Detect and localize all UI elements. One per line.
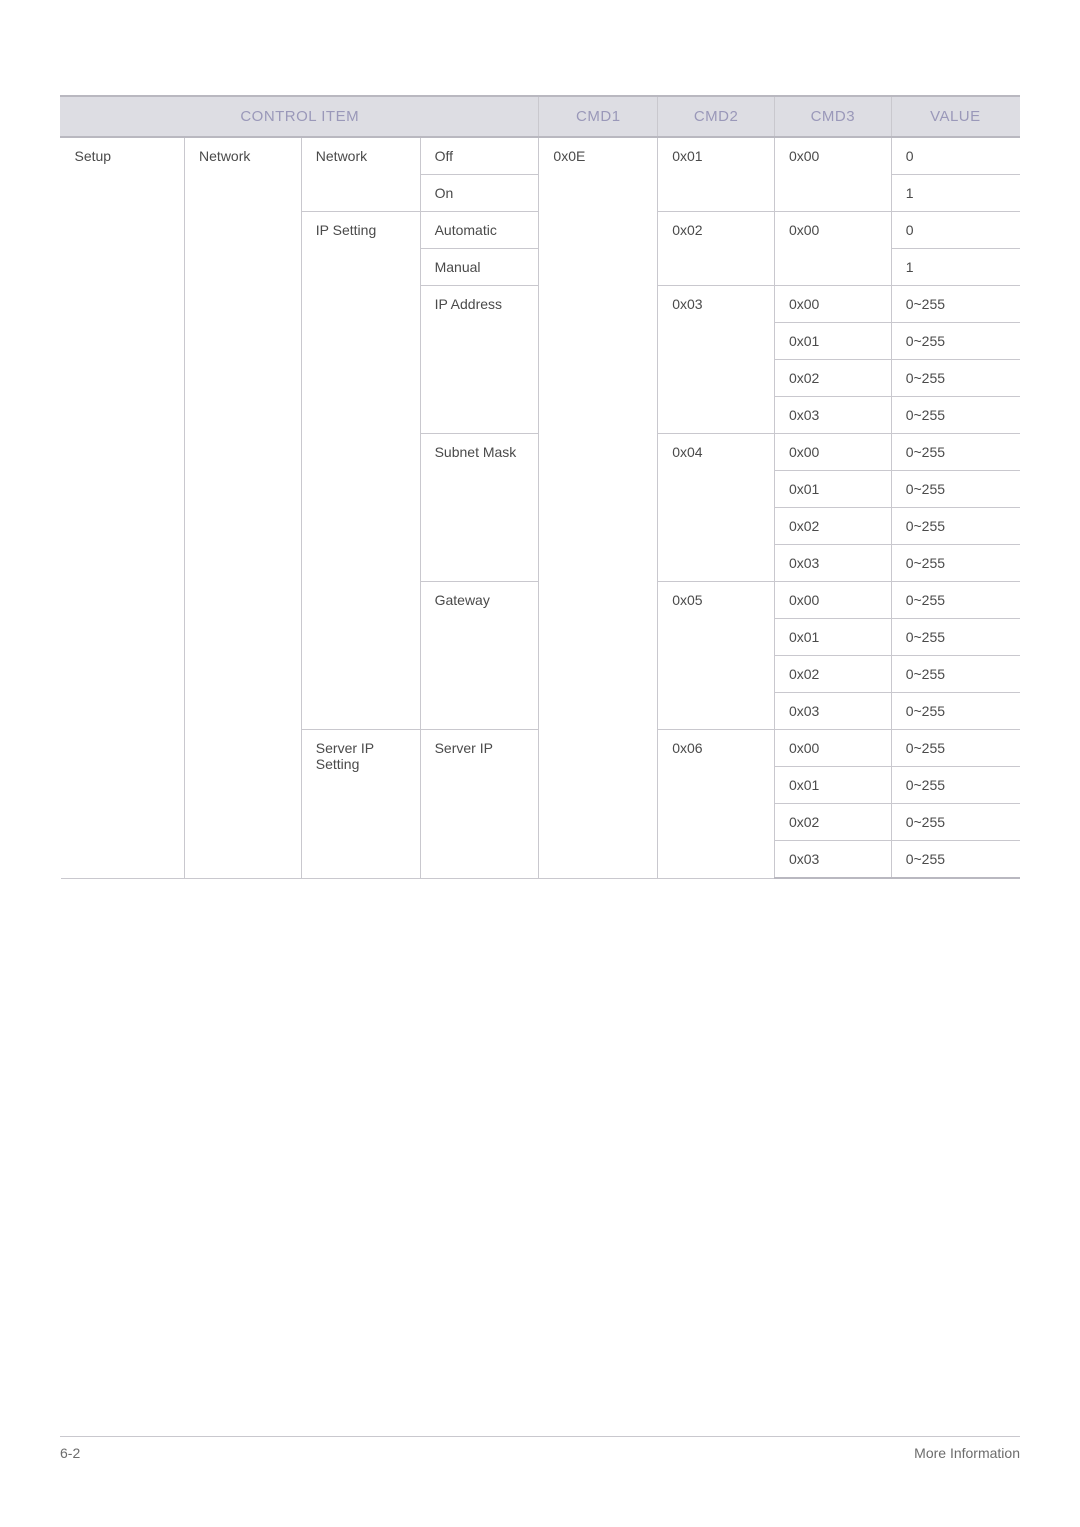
cell-value: 0~255 [891, 434, 1019, 471]
cell-value: 0~255 [891, 545, 1019, 582]
control-command-table: CONTROL ITEM CMD1 CMD2 CMD3 VALUE Setup … [60, 95, 1020, 879]
cell-cmd3: 0x00 [774, 730, 891, 767]
cell-value: 0~255 [891, 360, 1019, 397]
cell-value: 0~255 [891, 286, 1019, 323]
cell-value: 0~255 [891, 508, 1019, 545]
cell-value: 0~255 [891, 656, 1019, 693]
cell-cmd3: 0x00 [774, 434, 891, 471]
cell-subcategory: Network [185, 137, 302, 878]
cell-value: 0~255 [891, 397, 1019, 434]
cell-cmd3: 0x02 [774, 804, 891, 841]
cell-cmd3: 0x01 [774, 471, 891, 508]
cell-value: 0~255 [891, 841, 1019, 879]
cell-item: IP Address [420, 286, 539, 434]
footer-page-number: 6-2 [60, 1445, 80, 1461]
cell-cmd3: 0x01 [774, 619, 891, 656]
cell-cmd2: 0x01 [658, 137, 775, 212]
cell-cmd3: 0x03 [774, 841, 891, 879]
cell-item: Server IP [420, 730, 539, 879]
cell-value: 0~255 [891, 582, 1019, 619]
cell-value: 0 [891, 212, 1019, 249]
cell-value: 1 [891, 249, 1019, 286]
cell-value: 0~255 [891, 767, 1019, 804]
cell-cmd2: 0x04 [658, 434, 775, 582]
cell-cmd3: 0x02 [774, 656, 891, 693]
cell-cmd1: 0x0E [539, 137, 658, 878]
cell-cmd2: 0x05 [658, 582, 775, 730]
cell-item: Off [420, 137, 539, 175]
cell-group: Network [301, 137, 420, 212]
cell-cmd3: 0x00 [774, 582, 891, 619]
cell-cmd2: 0x06 [658, 730, 775, 879]
cell-value: 0~255 [891, 730, 1019, 767]
cell-cmd3: 0x02 [774, 360, 891, 397]
cell-value: 0~255 [891, 804, 1019, 841]
cell-value: 0~255 [891, 693, 1019, 730]
cell-item: Gateway [420, 582, 539, 730]
cell-value: 0 [891, 137, 1019, 175]
footer-section-title: More Information [914, 1445, 1020, 1461]
cell-group: Server IP Setting [301, 730, 420, 879]
col-value: VALUE [891, 96, 1019, 137]
cell-cmd2: 0x02 [658, 212, 775, 286]
cell-value: 1 [891, 175, 1019, 212]
cell-cmd3: 0x00 [774, 137, 891, 212]
cell-item: On [420, 175, 539, 212]
col-cmd3: CMD3 [774, 96, 891, 137]
cell-cmd3: 0x00 [774, 212, 891, 286]
cell-value: 0~255 [891, 471, 1019, 508]
cell-cmd3: 0x03 [774, 397, 891, 434]
table-header-row: CONTROL ITEM CMD1 CMD2 CMD3 VALUE [61, 96, 1020, 137]
cell-cmd3: 0x00 [774, 286, 891, 323]
cell-item: Subnet Mask [420, 434, 539, 582]
cell-value: 0~255 [891, 619, 1019, 656]
cell-cmd3: 0x02 [774, 508, 891, 545]
cell-cmd3: 0x03 [774, 693, 891, 730]
cell-cmd3: 0x01 [774, 767, 891, 804]
col-cmd2: CMD2 [658, 96, 775, 137]
page-footer: 6-2 More Information [60, 1436, 1020, 1461]
col-control-item: CONTROL ITEM [61, 96, 539, 137]
cell-cmd3: 0x03 [774, 545, 891, 582]
cell-value: 0~255 [891, 323, 1019, 360]
cell-cmd2: 0x03 [658, 286, 775, 434]
cell-cmd3: 0x01 [774, 323, 891, 360]
cell-category: Setup [61, 137, 185, 878]
col-cmd1: CMD1 [539, 96, 658, 137]
cell-group: IP Setting [301, 212, 420, 730]
cell-item: Manual [420, 249, 539, 286]
cell-item: Automatic [420, 212, 539, 249]
table-row: Setup Network Network Off 0x0E 0x01 0x00… [61, 137, 1020, 175]
